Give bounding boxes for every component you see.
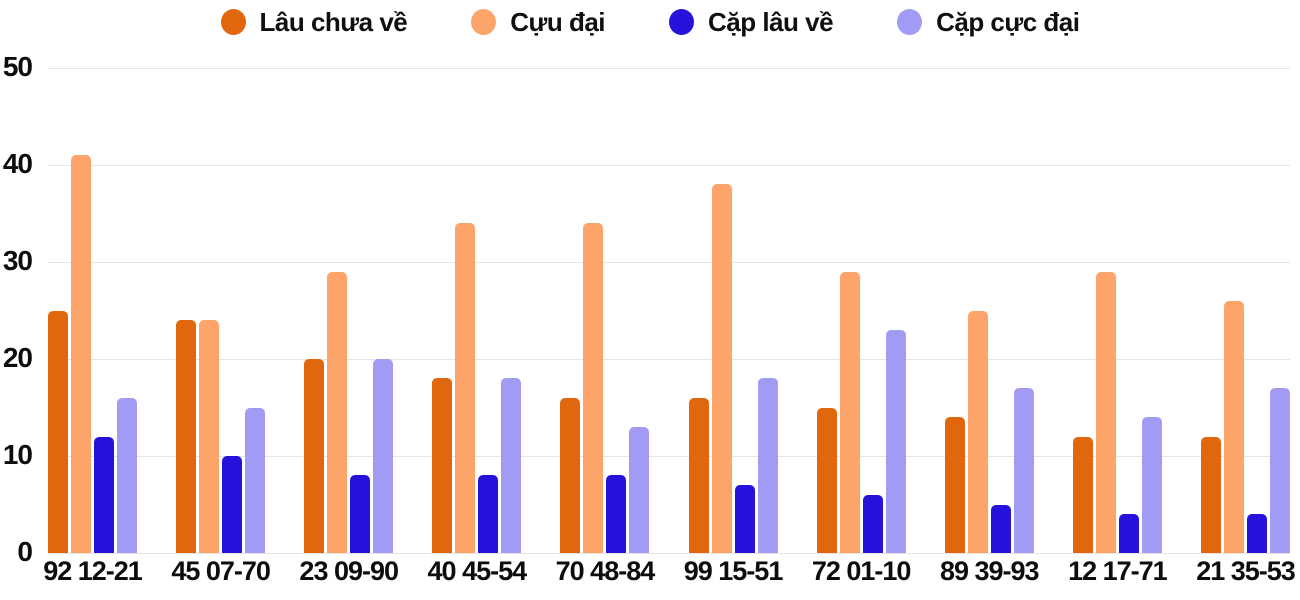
legend-swatch-icon: [220, 9, 246, 35]
x-axis-category-label: 40 45-54: [428, 556, 528, 587]
x-axis-category-label: 70 48-84: [556, 556, 656, 587]
legend-label: Cựu đại: [510, 6, 606, 37]
legend-item-3[interactable]: Cặp lâu về: [669, 6, 834, 38]
bar-series1-group4: [432, 378, 453, 553]
bar-group-9: [1072, 68, 1162, 553]
bar-series4-group2: [245, 407, 266, 553]
bar-series2-group7: [839, 271, 860, 553]
bar-series3-group5: [606, 475, 627, 553]
legend-item-2[interactable]: Cựu đại: [471, 6, 606, 38]
bar-series2-group2: [199, 320, 220, 553]
x-axis-category-label: 21 35-53: [1196, 556, 1296, 587]
bar-series1-group9: [1072, 436, 1093, 553]
bar-group-1: [48, 68, 137, 553]
x-axis-category-label: 12 17-71: [1068, 556, 1168, 587]
bar-series2-group6: [711, 184, 732, 553]
bar-series4-group9: [1141, 417, 1162, 553]
gridline-y-50: [48, 68, 1290, 69]
bar-series2-group4: [455, 223, 476, 553]
y-axis-tick-label: 30: [2, 244, 33, 276]
bar-series1-group1: [48, 310, 68, 553]
x-axis-category-text: 23 09-90: [299, 556, 399, 586]
bar-group-7: [816, 68, 906, 553]
bar-series3-group6: [734, 485, 755, 553]
bar-series1-group8: [944, 417, 965, 553]
bar-series2-group8: [967, 310, 988, 553]
bar-series2-group3: [327, 271, 348, 553]
x-axis-category-text: 21 35-53: [1196, 556, 1296, 586]
x-axis-category-text: 72 01-10: [811, 556, 912, 586]
legend: Lâu chưa về Cựu đại Cặp lâu về Cặp cực đại: [0, 4, 1300, 40]
legend-label: Cặp cực đại: [936, 6, 1080, 37]
y-axis-tick-label: 50: [2, 50, 33, 82]
x-axis-category-label: 89 39-93: [940, 556, 1040, 587]
bar-series1-group5: [560, 397, 581, 553]
bar-series4-group10: [1269, 388, 1290, 553]
gridline-y-10: [48, 456, 1290, 457]
legend-label: Lâu chưa về: [259, 6, 408, 37]
bar-series4-group3: [373, 359, 394, 553]
legend-swatch-icon: [669, 9, 695, 35]
plot-area: 0 10 20 30 40 50: [0, 52, 1300, 565]
bar-series4-group5: [629, 426, 650, 553]
bar-series3-group8: [990, 504, 1011, 553]
bar-series3-group10: [1246, 514, 1267, 553]
bar-group-2: [176, 68, 266, 553]
x-axis-category-text: 89 39-93: [939, 556, 1040, 586]
x-axis-category-text: 12 17-71: [1068, 556, 1168, 586]
legend-swatch-icon: [471, 9, 497, 35]
x-axis-category-label: 72 01-10: [812, 556, 912, 587]
bar-series2-group5: [583, 223, 604, 553]
x-axis-category-text: 40 45-54: [427, 556, 528, 586]
bar-series3-group2: [222, 456, 243, 553]
bar-series1-group10: [1200, 436, 1221, 553]
bar-series3-group7: [862, 494, 883, 553]
x-axis-category-text: 92 12-21: [43, 556, 143, 586]
x-axis-category-label: 92 12-21: [43, 556, 143, 587]
bar-series3-group3: [350, 475, 371, 553]
x-axis: 92 12-21 45 07-70 23 09-90 40 45-54 70 48-84…: [43, 556, 1296, 587]
bar-series4-group1: [117, 397, 137, 553]
bar-series3-group1: [94, 436, 114, 553]
bar-series1-group2: [176, 320, 197, 553]
bar-group-6: [688, 68, 778, 553]
bar-series3-group9: [1118, 514, 1139, 553]
bar-group-10: [1200, 68, 1290, 553]
bar-series3-group4: [478, 475, 499, 553]
bar-group-3: [304, 68, 394, 553]
legend-label: Cặp lâu về: [708, 6, 834, 37]
bar-groups: [48, 68, 1290, 553]
x-axis-category-text: 45 07-70: [171, 556, 271, 586]
bar-group-8: [944, 68, 1034, 553]
gridline-y-0: [48, 553, 1290, 554]
bar-series2-group10: [1223, 300, 1244, 553]
bar-series1-group7: [816, 407, 837, 553]
bar-series4-group7: [885, 329, 906, 553]
bar-series4-group6: [757, 378, 778, 553]
gridline-y-20: [48, 359, 1290, 360]
bar-series2-group9: [1095, 271, 1116, 553]
x-axis-category-label: 23 09-90: [299, 556, 399, 587]
y-axis-tick-label: 10: [2, 438, 33, 470]
x-axis-category-text: 70 48-84: [555, 556, 656, 586]
x-axis-category-label: 99 15-51: [684, 556, 784, 587]
bar-series2-group1: [71, 155, 91, 553]
x-axis-category-text: 99 15-51: [683, 556, 784, 586]
bar-group-4: [432, 68, 522, 553]
y-axis-tick-label: 40: [2, 147, 33, 179]
bar-series4-group8: [1013, 388, 1034, 553]
bar-group-5: [560, 68, 650, 553]
bar-series1-group3: [304, 359, 325, 553]
legend-item-4[interactable]: Cặp cực đại: [897, 6, 1080, 38]
bar-series4-group4: [501, 378, 522, 553]
legend-swatch-icon: [897, 9, 923, 35]
x-axis-category-label: 45 07-70: [171, 556, 271, 587]
legend-item-1[interactable]: Lâu chưa về: [220, 6, 408, 38]
gridline-y-40: [48, 165, 1290, 166]
y-axis-tick-label: 0: [17, 535, 33, 567]
bar-series1-group6: [688, 397, 709, 553]
gridline-y-30: [48, 262, 1290, 263]
y-axis-tick-label: 20: [2, 341, 33, 373]
